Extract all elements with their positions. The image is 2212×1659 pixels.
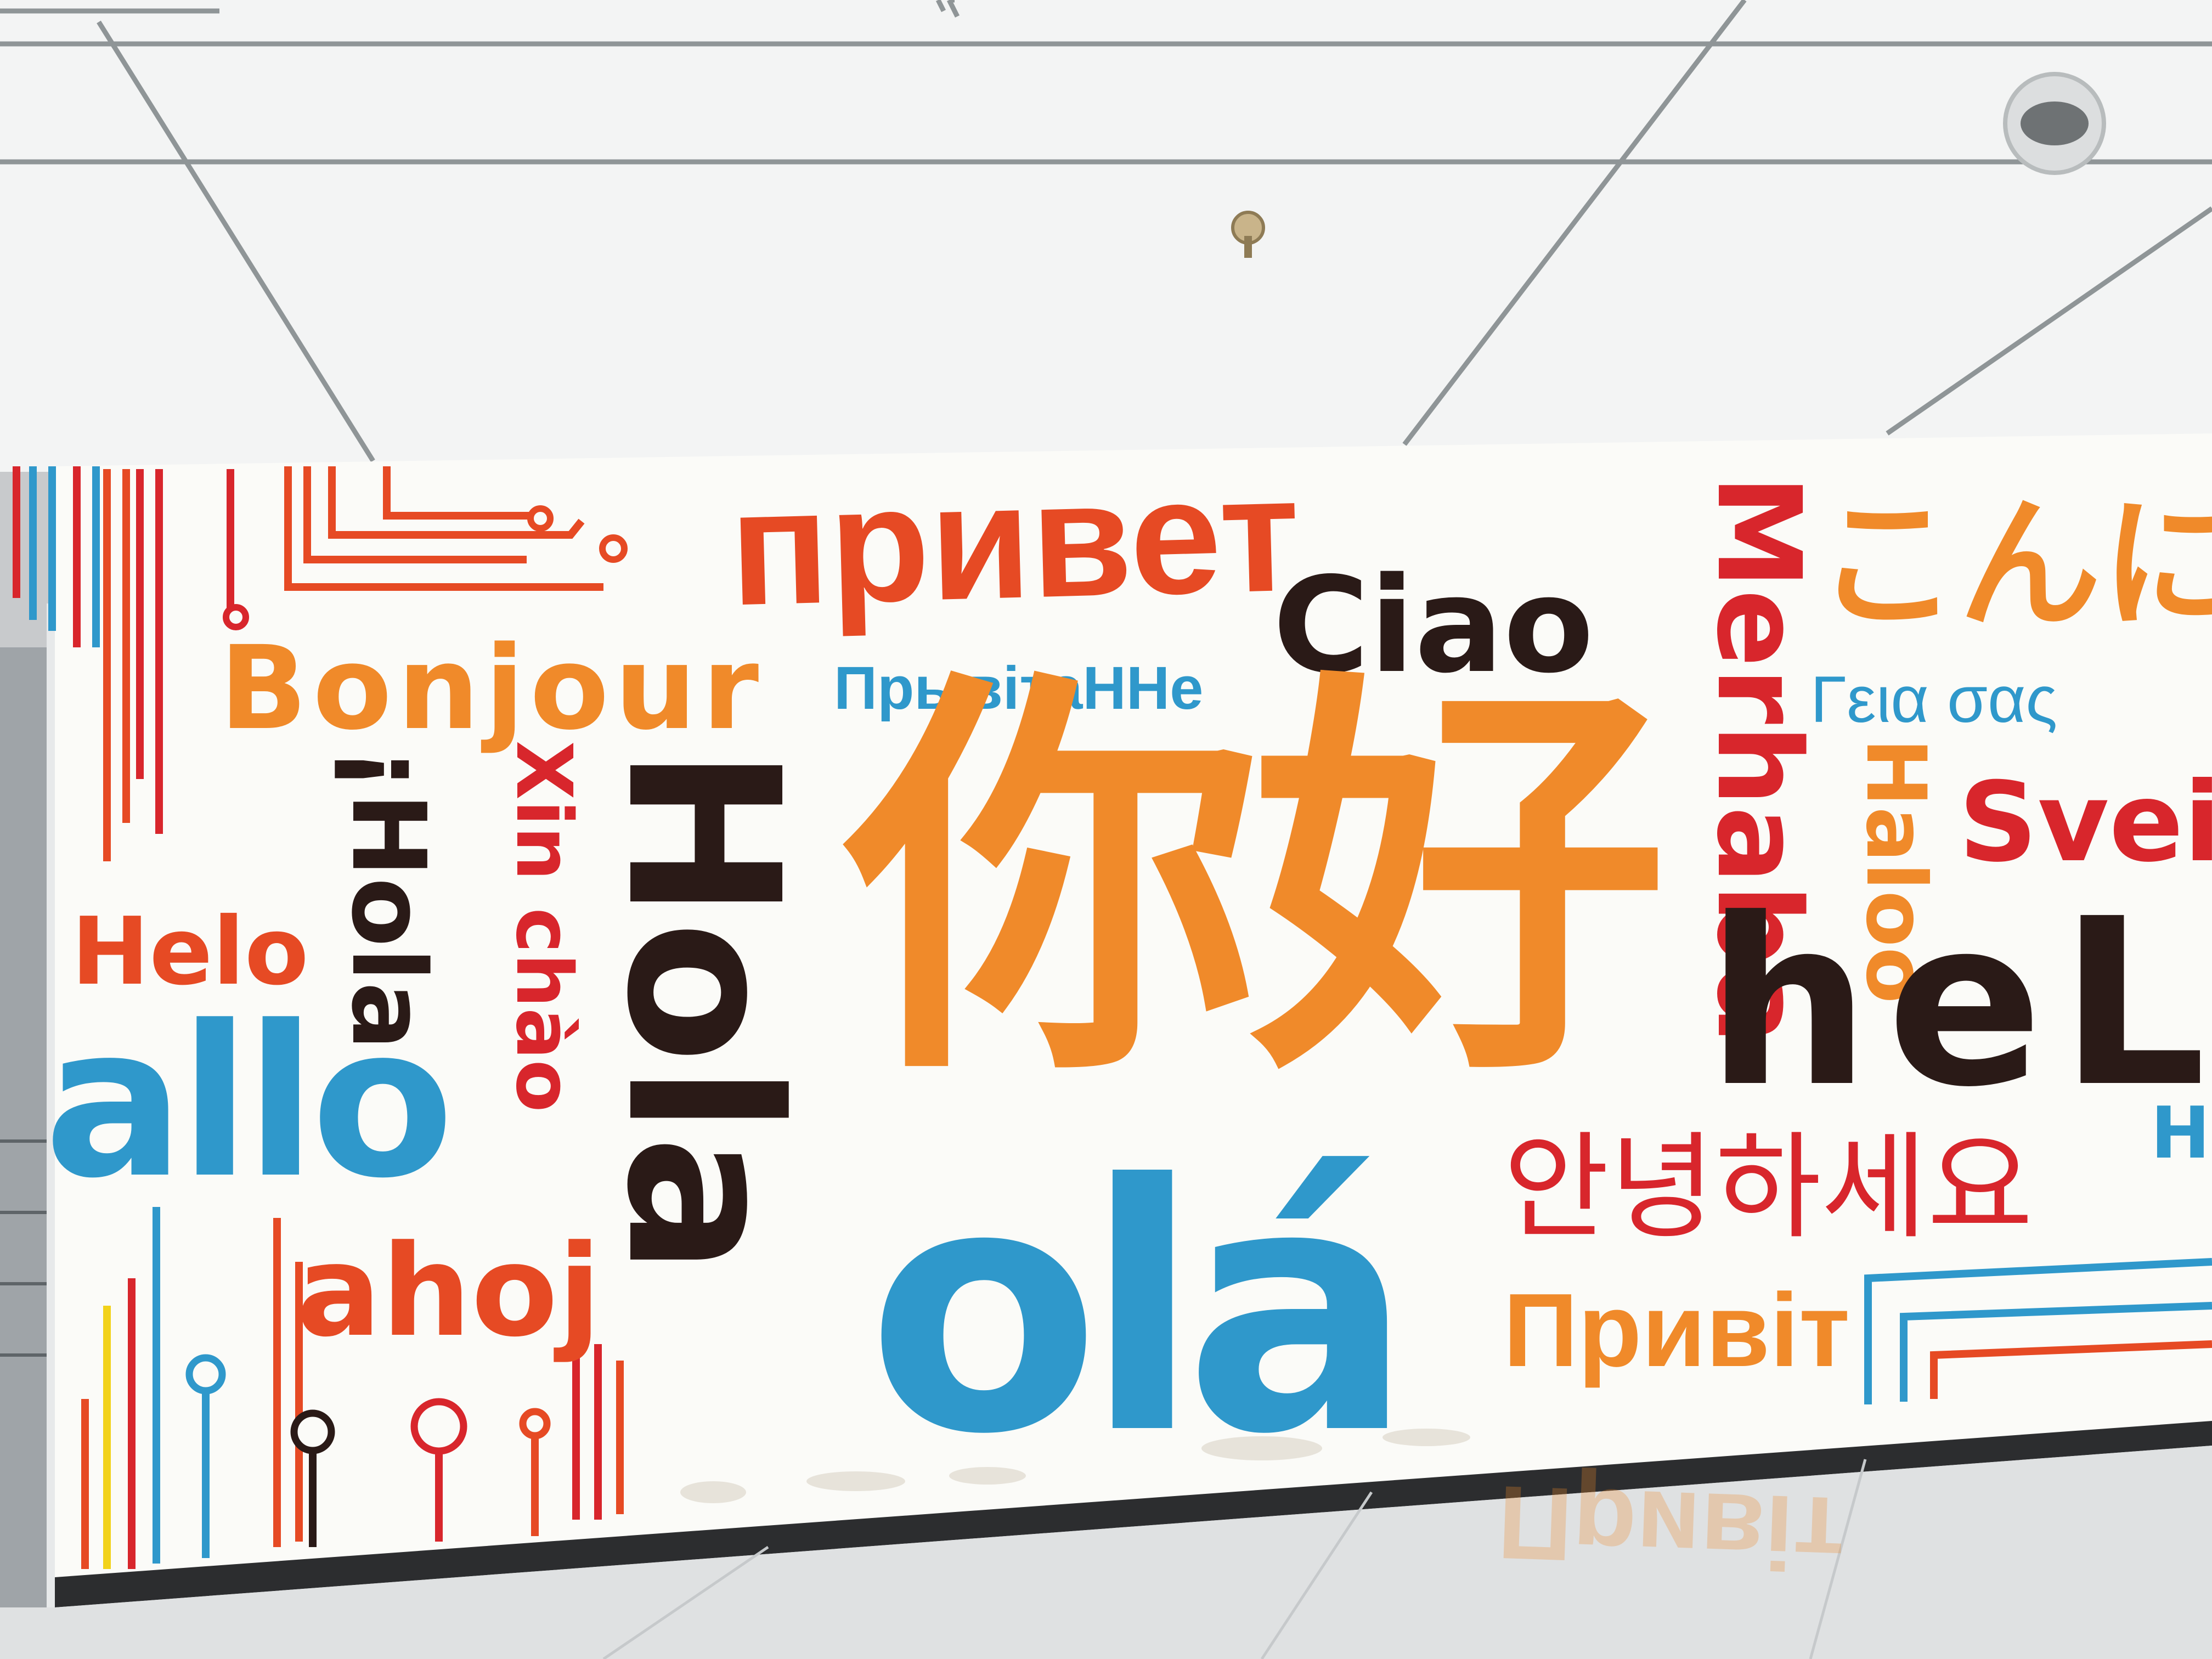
word-ciao: Ciao [1273, 549, 1594, 702]
deco-lines-top-left [13, 466, 603, 861]
word-konnichiwa: こんにち [1816, 482, 2212, 648]
word-helo: Helo [71, 898, 309, 1006]
baseboard [55, 1421, 2212, 1607]
word-hello: heLL [1706, 870, 2212, 1138]
word-pryvit: Привiт [1503, 1272, 1850, 1389]
word-privet: привет [727, 441, 1302, 640]
word-ola: olá [867, 1113, 1414, 1509]
word-svei: Svei [1959, 759, 2212, 887]
word-xin-chao: Xin chào [499, 741, 588, 1113]
ceiling-grid [0, 0, 2212, 462]
word-ahoj: ahoj [296, 1218, 601, 1365]
word-nihao: 你好 [845, 641, 1668, 1126]
word-pryvitanne: ПрывітаННе [834, 654, 1204, 722]
word-bonjour: Bonjour [219, 621, 765, 755]
word-he-fragment: He [2151, 1091, 2212, 1175]
floor [0, 1446, 2212, 1659]
paint-damage [680, 1429, 1470, 1503]
word-allo: allo [44, 981, 454, 1224]
deco-lines-bottom-left [81, 1207, 624, 1569]
deco-lines-right [1864, 1258, 2212, 1404]
word-annyeong: 안녕하세요 [1503, 1120, 2034, 1255]
word-hola-big: Hola [581, 746, 824, 1276]
word-reflection: Привiт [1496, 1464, 1847, 1592]
word-geia-sas: Γεια σας [1810, 663, 2058, 736]
mural-wall [55, 433, 2212, 1577]
